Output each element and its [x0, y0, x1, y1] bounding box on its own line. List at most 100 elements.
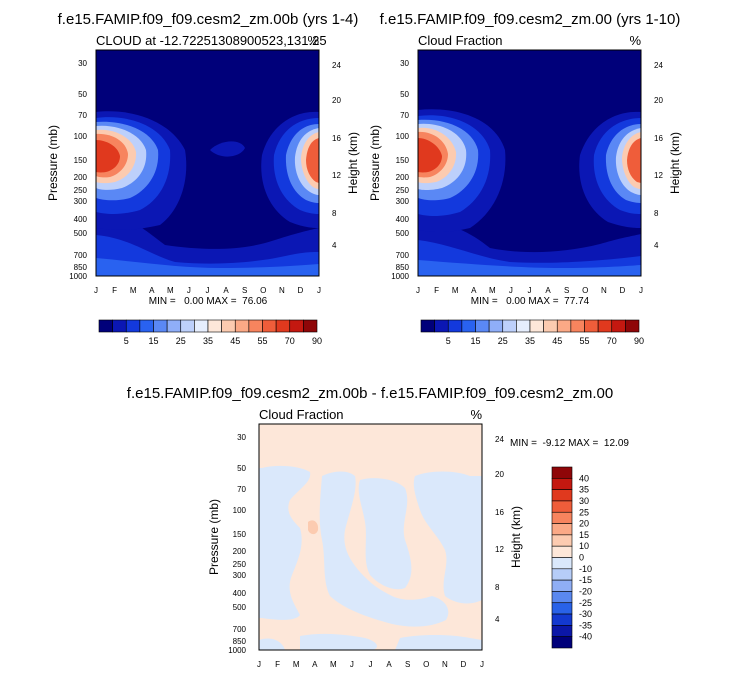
x-tick-label: A	[471, 286, 477, 295]
colorbar-label: 15	[579, 530, 589, 540]
x-tick-label: F	[434, 286, 439, 295]
colorbar-swatch	[584, 319, 599, 333]
x-tick-label: S	[242, 286, 247, 295]
x-tick-label: O	[582, 286, 588, 295]
colorbar-swatch	[461, 319, 476, 333]
y2-tick-label: 20	[654, 96, 663, 105]
panel-b-contour-field	[418, 50, 641, 276]
colorbar-swatch	[98, 319, 113, 333]
colorbar-swatch	[570, 319, 585, 333]
y-tick-label: 700	[74, 251, 88, 260]
x-tick-label: J	[257, 660, 261, 669]
panel-a-title: f.e15.FAMIP.f09_f09.cesm2_zm.00b (yrs 1-…	[58, 11, 359, 28]
x-tick-label: N	[279, 286, 285, 295]
colorbar-swatch	[262, 319, 277, 333]
x-tick-label: J	[94, 286, 98, 295]
colorbar-swatch	[551, 613, 573, 626]
panel-a: f.e15.FAMIP.f09_f09.cesm2_zm.00b (yrs 1-…	[46, 11, 360, 307]
colorbar-swatch	[551, 534, 573, 547]
panel-c-plot-frame	[258, 423, 483, 651]
colorbar-swatch	[551, 500, 573, 513]
x-tick-label: J	[317, 286, 321, 295]
y2-tick-label: 4	[332, 241, 337, 250]
x-tick-label: S	[405, 660, 410, 669]
colorbar-label: -30	[579, 609, 592, 619]
panel-c-ylabel-right: Height (km)	[509, 506, 523, 568]
x-tick-label: M	[489, 286, 496, 295]
y2-tick-label: 4	[495, 615, 500, 624]
colorbar-label: -25	[579, 598, 592, 608]
y2-tick-label: 24	[332, 61, 341, 70]
panel-b-y-ticks: 30 50 70 100 150 200 250 300 400 500 700…	[391, 59, 409, 281]
x-tick-label: A	[545, 286, 551, 295]
y2-tick-label: 20	[332, 96, 341, 105]
x-tick-label: N	[601, 286, 607, 295]
colorbar-label: -10	[579, 564, 592, 574]
colorbar-swatch	[166, 319, 182, 333]
y2-tick-label: 8	[332, 209, 337, 218]
panel-a-y2-ticks: 24 20 16 12 8 4	[332, 61, 341, 250]
x-tick-label: M	[330, 660, 337, 669]
colorbar-swatch	[551, 591, 573, 604]
panel-a-subtitle-left: CLOUD at -12.7225130890052​3,131.25	[96, 33, 327, 48]
x-tick-label: J	[528, 286, 532, 295]
colorbar-label: -40	[579, 632, 592, 642]
y-tick-label: 250	[74, 186, 88, 195]
y-tick-label: 150	[74, 156, 88, 165]
colorbar-label: -20	[579, 586, 592, 596]
colorbar-swatch	[529, 319, 544, 333]
colorbar-swatch	[221, 319, 236, 333]
x-tick-label: M	[130, 286, 137, 295]
colorbar-label: 25	[176, 336, 186, 346]
colorbar-label: 70	[285, 336, 295, 346]
colorbar-swatch	[275, 319, 291, 333]
y-tick-label: 150	[396, 156, 410, 165]
panel-c: f.e15.FAMIP.f09_f09.cesm2_zm.00b - f.e15…	[127, 385, 630, 669]
y2-tick-label: 16	[495, 508, 504, 517]
colorbar-swatch	[551, 579, 573, 592]
y-tick-label: 300	[74, 197, 88, 206]
colorbar-swatch	[551, 636, 573, 649]
panel-c-contour-field	[259, 424, 482, 650]
colorbar-swatch	[153, 319, 168, 333]
x-tick-label: D	[461, 660, 467, 669]
panel-a-east-maximum	[261, 111, 319, 228]
colorbar-label: 45	[230, 336, 240, 346]
colorbar-swatch	[139, 319, 154, 333]
y-tick-label: 300	[233, 571, 247, 580]
panel-c-y2-ticks: 24 20 16 12 8 4	[495, 435, 504, 624]
colorbar-swatch	[516, 319, 531, 333]
x-tick-label: O	[260, 286, 266, 295]
colorbar-label: 15	[148, 336, 158, 346]
x-tick-label: J	[369, 660, 373, 669]
colorbar-swatch	[551, 568, 573, 581]
panel-b-y2-ticks: 24 20 16 12 8 4	[654, 61, 663, 250]
x-tick-label: M	[452, 286, 459, 295]
panel-c-minmax: MIN = -9.12 MAX = 12.09	[510, 438, 629, 449]
x-tick-label: J	[639, 286, 643, 295]
colorbar-swatch	[112, 319, 127, 333]
colorbar-label: 40	[579, 473, 589, 483]
colorbar-swatch	[488, 319, 504, 333]
colorbar-label: -15	[579, 575, 592, 585]
colorbar-swatch	[194, 319, 209, 333]
colorbar-label: 70	[607, 336, 617, 346]
panel-c-negative-regions	[259, 465, 482, 650]
colorbar-swatch	[207, 319, 222, 333]
x-tick-label: A	[223, 286, 229, 295]
y2-tick-label: 8	[495, 583, 500, 592]
y-tick-label: 250	[233, 560, 247, 569]
x-tick-label: J	[480, 660, 484, 669]
x-tick-label: A	[386, 660, 392, 669]
y-tick-label: 700	[233, 625, 247, 634]
colorbar-swatch	[303, 319, 318, 333]
y-tick-label: 50	[78, 90, 87, 99]
colorbar-swatch	[475, 319, 490, 333]
y-tick-label: 400	[74, 215, 88, 224]
x-tick-label: J	[350, 660, 354, 669]
colorbar-label: 35	[203, 336, 213, 346]
x-tick-label: F	[275, 660, 280, 669]
colorbar-swatch	[434, 319, 449, 333]
